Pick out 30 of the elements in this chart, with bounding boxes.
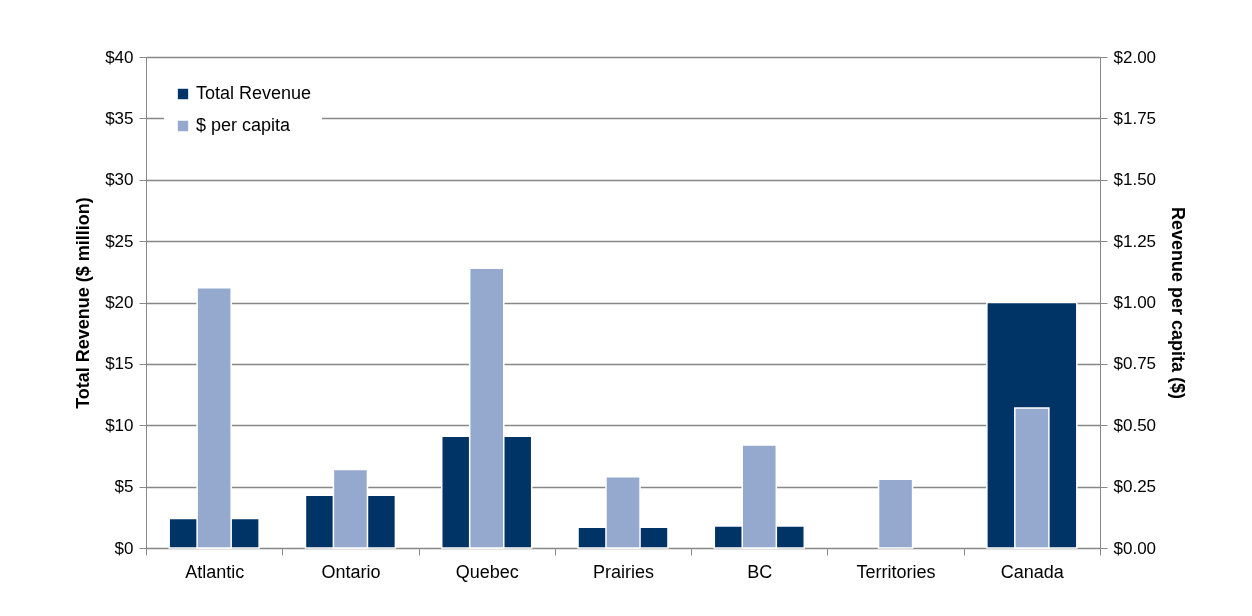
y-tick-label: $5 xyxy=(114,477,134,497)
y2-tick-label: $0.75 xyxy=(1113,354,1157,374)
y-tick-label: $25 xyxy=(105,231,134,251)
x-tick-label: Ontario xyxy=(321,561,381,582)
legend-label: $ per capita xyxy=(196,115,292,135)
y-tick-label: $0 xyxy=(114,538,134,558)
y2-axis-title: Revenue per capita ($) xyxy=(1168,206,1189,400)
y2-tick-label: $0.00 xyxy=(1113,538,1157,558)
legend-label: Total Revenue xyxy=(196,83,312,103)
x-tick-label: Quebec xyxy=(455,561,519,582)
y2-tick-label: $1.25 xyxy=(1113,231,1157,251)
y-tick-label: $30 xyxy=(105,170,134,190)
x-tick-label: Canada xyxy=(1000,561,1065,582)
bar xyxy=(877,478,914,549)
x-tick-label: Prairies xyxy=(592,561,655,582)
y2-tick-label: $0.25 xyxy=(1113,477,1157,497)
y2-tick-label: $1.75 xyxy=(1113,108,1157,128)
y2-tick-label: $1.50 xyxy=(1113,170,1157,190)
x-tick-label: Atlantic xyxy=(185,561,245,582)
x-tick-label: Territories xyxy=(856,561,936,582)
y2-tick-label: $0.50 xyxy=(1113,415,1157,435)
y-tick-label: $15 xyxy=(105,354,134,374)
y-tick-label: $35 xyxy=(105,108,134,128)
y-tick-label: $20 xyxy=(105,293,134,312)
x-tick-label: BC xyxy=(747,561,773,582)
y-axis-title: Total Revenue ($ million) xyxy=(73,197,94,409)
y-tick-label: $40 xyxy=(105,47,134,67)
y-tick-label: $10 xyxy=(105,415,134,435)
y2-tick-label: $2.00 xyxy=(1113,47,1157,67)
y2-tick-label: $1.00 xyxy=(1113,293,1157,312)
